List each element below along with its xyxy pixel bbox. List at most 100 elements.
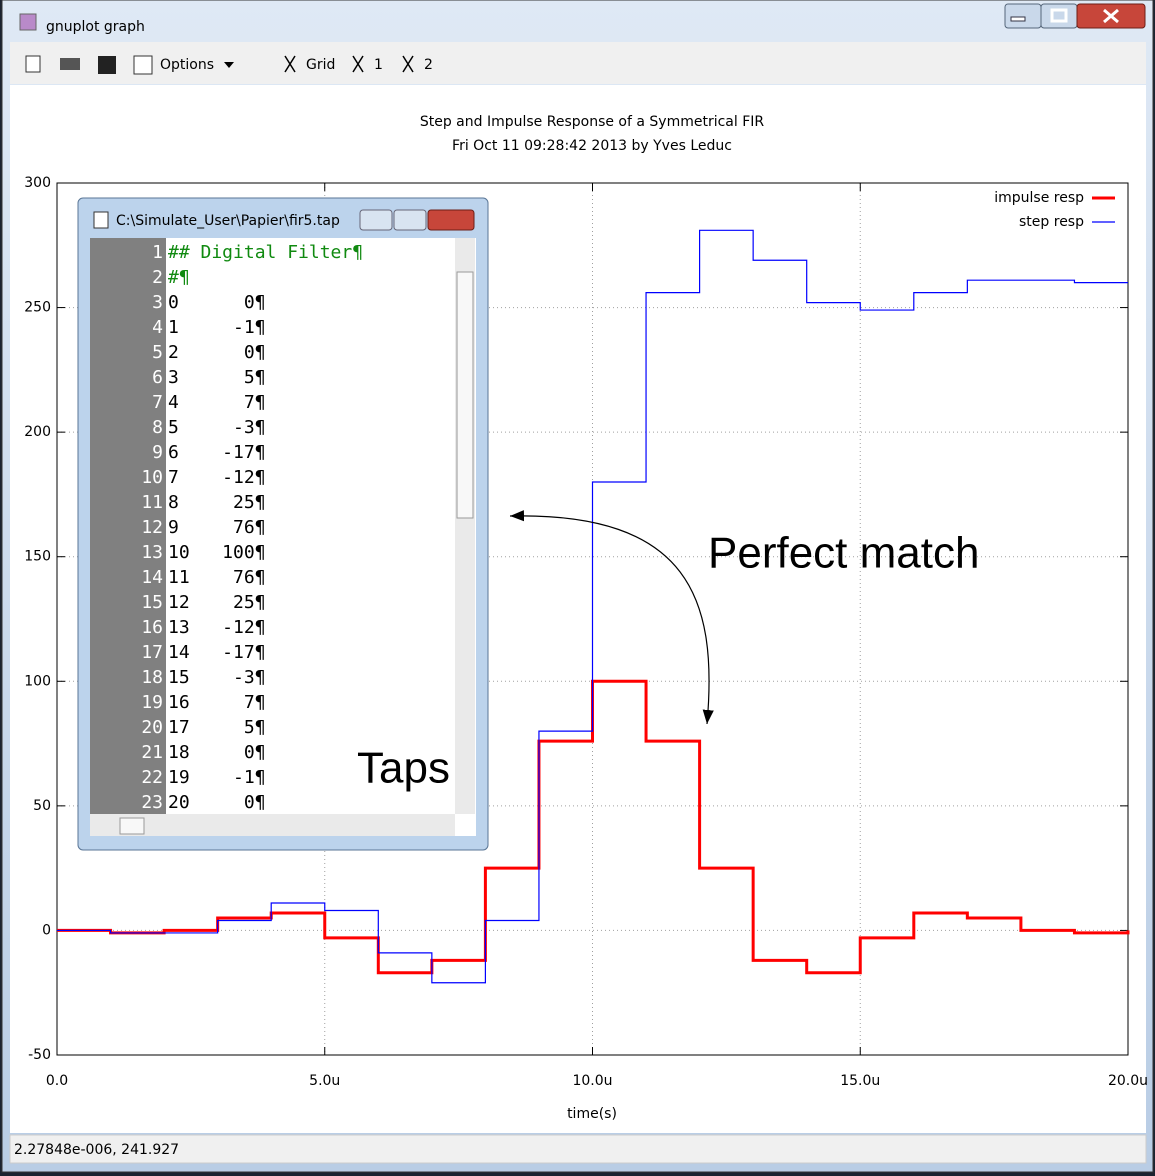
code-line: 0 0¶ [168, 292, 266, 313]
code-line: 16 7¶ [168, 692, 266, 713]
minimize-glyph [1010, 16, 1026, 22]
code-line: 11 76¶ [168, 567, 266, 588]
y-tick-label: 50 [33, 798, 51, 814]
y-tick-label: 200 [24, 424, 51, 440]
code-line: 8 25¶ [168, 492, 266, 513]
status-bar [9, 1134, 1147, 1164]
code-line: 10 100¶ [168, 542, 266, 563]
editor-title: C:\Simulate_User\Papier\fir5.tap [116, 213, 340, 229]
line-number: 2 [152, 267, 163, 288]
code-line: 7 -12¶ [168, 467, 266, 488]
code-line: 5 -3¶ [168, 417, 266, 438]
line-number: 16 [141, 617, 163, 638]
code-line: #¶ [168, 267, 190, 288]
chart: Step and Impulse Response of a Symmetric… [24, 114, 1148, 1122]
code-line: 9 76¶ [168, 517, 266, 538]
app-icon [19, 13, 37, 31]
line-number: 21 [141, 742, 163, 763]
print-icon[interactable] [60, 58, 80, 70]
grid-button[interactable]: Grid [306, 57, 335, 73]
toolbar [10, 42, 1146, 84]
editor-minimize[interactable] [359, 209, 393, 231]
line-number: 15 [141, 592, 163, 613]
annotation-match: Perfect match [708, 529, 979, 578]
code-line: 4 7¶ [168, 392, 266, 413]
editor-maximize[interactable] [393, 209, 427, 231]
legend-label: impulse resp [994, 190, 1084, 206]
code-line: 3 5¶ [168, 367, 266, 388]
x-tick-label: 15.0u [840, 1073, 880, 1089]
horizontal-scrollbar[interactable] [90, 814, 455, 836]
copy-icon[interactable] [25, 55, 41, 73]
code-line: 20 0¶ [168, 792, 266, 813]
y-tick-label: 150 [24, 549, 51, 565]
y-tick-label: 100 [24, 673, 51, 689]
x-tick-label: 5.0u [309, 1073, 340, 1089]
line-number: 7 [152, 392, 163, 413]
line-number: 3 [152, 292, 163, 313]
line-number: 17 [141, 642, 163, 663]
window-title: gnuplot graph [46, 19, 145, 35]
scissors-icon[interactable] [284, 55, 296, 73]
line-number: 18 [141, 667, 163, 688]
line-number: 14 [141, 567, 163, 588]
line-number: 13 [141, 542, 163, 563]
line-number: 1 [152, 242, 163, 263]
annotation-taps: Taps [357, 744, 450, 793]
y-tick-label: 250 [24, 300, 51, 316]
code-line: 15 -3¶ [168, 667, 266, 688]
x-axis-label: time(s) [567, 1106, 617, 1122]
line-number: 20 [141, 717, 163, 738]
line-number: 22 [141, 767, 163, 788]
code-line: ## Digital Filter¶ [168, 242, 363, 263]
code-line: 19 -1¶ [168, 767, 266, 788]
code-line: 14 -17¶ [168, 642, 266, 663]
code-line: 18 0¶ [168, 742, 266, 763]
chart-title: Step and Impulse Response of a Symmetric… [420, 114, 765, 130]
y-tick-label: -50 [28, 1047, 51, 1063]
line-number: 11 [141, 492, 163, 513]
line-number: 12 [141, 517, 163, 538]
close-glyph [1103, 8, 1119, 24]
options-menu[interactable]: Options [160, 57, 214, 73]
editor-icon [93, 211, 109, 229]
scissors-icon[interactable] [402, 55, 414, 73]
chart-subtitle: Fri Oct 11 09:28:42 2013 by Yves Leduc [452, 138, 732, 154]
legend-label: step resp [1019, 214, 1084, 230]
x-tick-label: 10.0u [572, 1073, 612, 1089]
copy1-button[interactable]: 1 [374, 57, 383, 73]
x-tick-label: 0.0 [46, 1073, 68, 1089]
maximize-button[interactable] [1040, 3, 1078, 29]
code-line: 6 -17¶ [168, 442, 266, 463]
maximize-glyph [1050, 8, 1068, 23]
line-gutter [90, 238, 166, 814]
save-icon[interactable] [98, 56, 116, 74]
y-tick-label: 300 [24, 175, 51, 191]
line-number: 10 [141, 467, 163, 488]
line-number: 23 [141, 792, 163, 813]
y-tick-label: 0 [42, 922, 51, 938]
line-number: 5 [152, 342, 163, 363]
code-line: 2 0¶ [168, 342, 266, 363]
line-number: 9 [152, 442, 163, 463]
scissors-icon[interactable] [352, 55, 364, 73]
copy2-button[interactable]: 2 [424, 57, 433, 73]
editor-window: C:\Simulate_User\Papier\fir5.tap 1 ## Dig… [77, 197, 489, 851]
hscroll-thumb[interactable] [119, 817, 145, 835]
line-number: 6 [152, 367, 163, 388]
code-line: 17 5¶ [168, 717, 266, 738]
editor-close[interactable] [427, 209, 475, 231]
x-tick-label: 20.0u [1108, 1073, 1148, 1089]
minimize-button[interactable] [1004, 3, 1042, 29]
scroll-thumb[interactable] [456, 271, 474, 519]
code-line: 13 -12¶ [168, 617, 266, 638]
annotation-arrow [509, 510, 714, 725]
plot-border [56, 182, 1129, 1056]
status-text: 2.27848e-006, 241.927 [14, 1142, 179, 1158]
line-number: 4 [152, 317, 163, 338]
line-number: 19 [141, 692, 163, 713]
options-icon[interactable] [133, 55, 153, 75]
code-line: 1 -1¶ [168, 317, 266, 338]
dropdown-arrow [224, 62, 234, 68]
